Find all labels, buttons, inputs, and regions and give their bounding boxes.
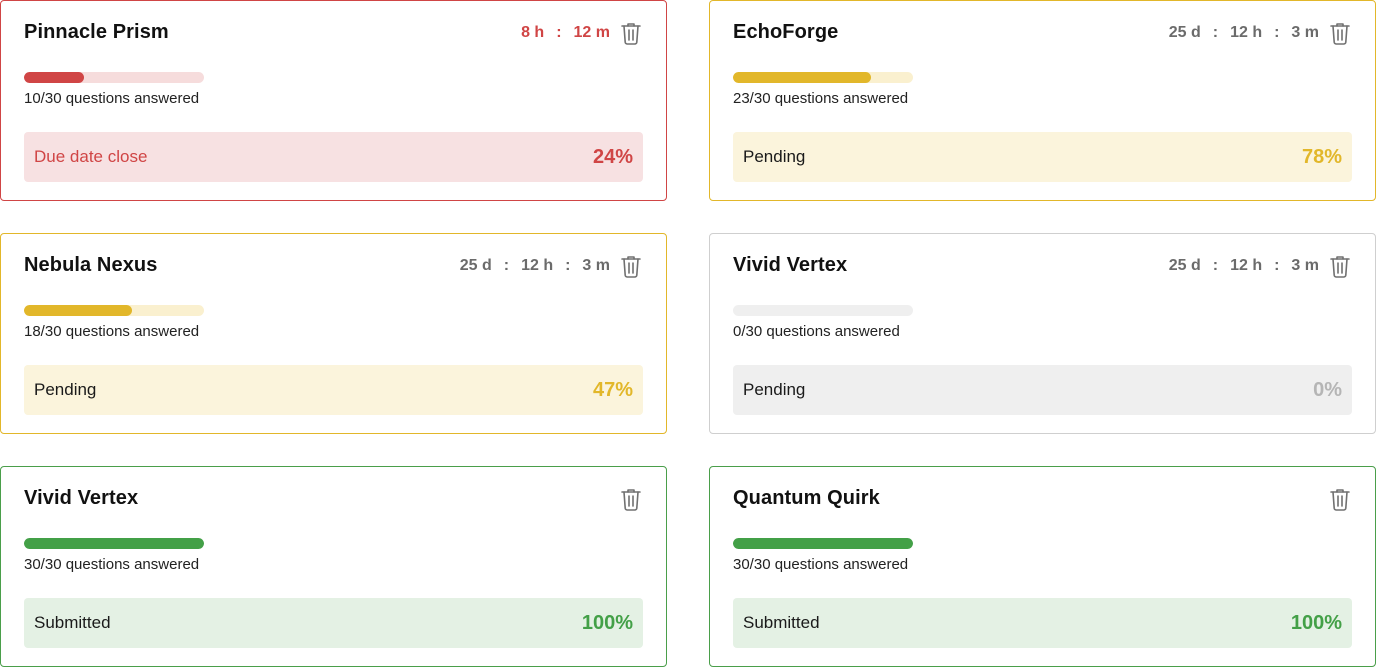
timer-separator: : (1212, 24, 1219, 41)
timer-separator: : (1274, 257, 1280, 274)
timer-unit: 3 m (1291, 257, 1319, 274)
assignment-card[interactable]: Nebula Nexus 25 d:12 h:3 m 18/30 questions… (0, 233, 667, 434)
status-label: Pending (743, 380, 806, 399)
status-banner: Pending 47% (24, 365, 643, 415)
status-banner: Submitted 100% (24, 598, 643, 648)
timer-separator: : (556, 24, 562, 41)
countdown-timer: 25 d:12 h:3 m (1169, 24, 1319, 42)
progress-fill (24, 305, 132, 316)
timer-unit: 12 h (1230, 257, 1263, 274)
progress-fill (24, 538, 204, 549)
progress-fill (733, 538, 913, 549)
progress-fill (733, 72, 872, 83)
trash-icon[interactable] (620, 21, 642, 45)
timer-separator: : (503, 257, 510, 274)
questions-answered: 10/30 questions answered (24, 90, 200, 107)
progress-bar (24, 538, 204, 549)
assignment-card[interactable]: Quantum Quirk 30/30 questions answered Sub… (709, 466, 1376, 667)
status-banner: Pending 0% (733, 365, 1352, 415)
status-label: Pending (34, 380, 97, 399)
status-label: Pending (743, 147, 806, 166)
trash-icon[interactable] (1329, 21, 1351, 45)
status-banner: Submitted 100% (733, 598, 1352, 648)
timer-unit: 8 h (521, 24, 545, 41)
timer-separator: : (565, 257, 571, 274)
status-banner: Due date close 24% (24, 132, 643, 182)
questions-answered: 30/30 questions answered (733, 556, 909, 573)
card-title: Pinnacle Prism (24, 21, 169, 43)
completion-percent: 78% (1301, 145, 1342, 168)
timer-unit: 12 m (573, 24, 610, 41)
completion-percent: 100% (581, 611, 633, 634)
progress-bar (733, 538, 913, 549)
assignment-card[interactable]: EchoForge 25 d:12 h:3 m 23/30 questions an… (709, 0, 1376, 201)
completion-percent: 47% (592, 378, 633, 401)
card-title: Vivid Vertex (733, 254, 848, 276)
timer-unit: 12 h (1230, 24, 1263, 41)
status-label: Submitted (34, 613, 111, 632)
timer-unit: 3 m (1291, 24, 1319, 41)
completion-percent: 24% (592, 145, 633, 168)
trash-icon[interactable] (620, 487, 642, 511)
assignment-card[interactable]: Vivid Vertex 30/30 questions answered Subm… (0, 466, 667, 667)
trash-icon[interactable] (1329, 487, 1351, 511)
status-banner: Pending 78% (733, 132, 1352, 182)
countdown-timer: 25 d:12 h:3 m (1169, 257, 1319, 275)
card-title: Vivid Vertex (24, 487, 139, 509)
timer-separator: : (1212, 257, 1219, 274)
questions-answered: 18/30 questions answered (24, 323, 200, 340)
timer-unit: 3 m (582, 257, 610, 274)
progress-bar (24, 305, 204, 316)
assignment-card[interactable]: Pinnacle Prism 8 h:12 m 10/30 questions an… (0, 0, 667, 201)
card-title: Nebula Nexus (24, 254, 158, 276)
trash-icon[interactable] (620, 254, 642, 278)
card-title: EchoForge (733, 21, 839, 43)
timer-separator: : (1274, 24, 1280, 41)
status-label: Due date close (34, 147, 148, 166)
assignment-card[interactable]: Vivid Vertex 25 d:12 h:3 m 0/30 questions … (709, 233, 1376, 434)
completion-percent: 0% (1313, 378, 1342, 401)
timer-unit: 25 d (1168, 24, 1201, 41)
questions-answered: 23/30 questions answered (733, 90, 909, 107)
progress-bar (733, 72, 913, 83)
progress-fill (24, 72, 84, 83)
trash-icon[interactable] (1329, 254, 1351, 278)
progress-bar (733, 305, 913, 316)
countdown-timer: 25 d:12 h:3 m (460, 257, 610, 275)
countdown-timer: 8 h:12 m (521, 24, 610, 42)
questions-answered: 0/30 questions answered (733, 323, 900, 340)
card-title: Quantum Quirk (733, 487, 880, 509)
timer-unit: 25 d (459, 257, 492, 274)
timer-unit: 25 d (1168, 257, 1201, 274)
status-label: Submitted (743, 613, 820, 632)
questions-answered: 30/30 questions answered (24, 556, 200, 573)
timer-unit: 12 h (521, 257, 554, 274)
completion-percent: 100% (1290, 611, 1342, 634)
progress-bar (24, 72, 204, 83)
